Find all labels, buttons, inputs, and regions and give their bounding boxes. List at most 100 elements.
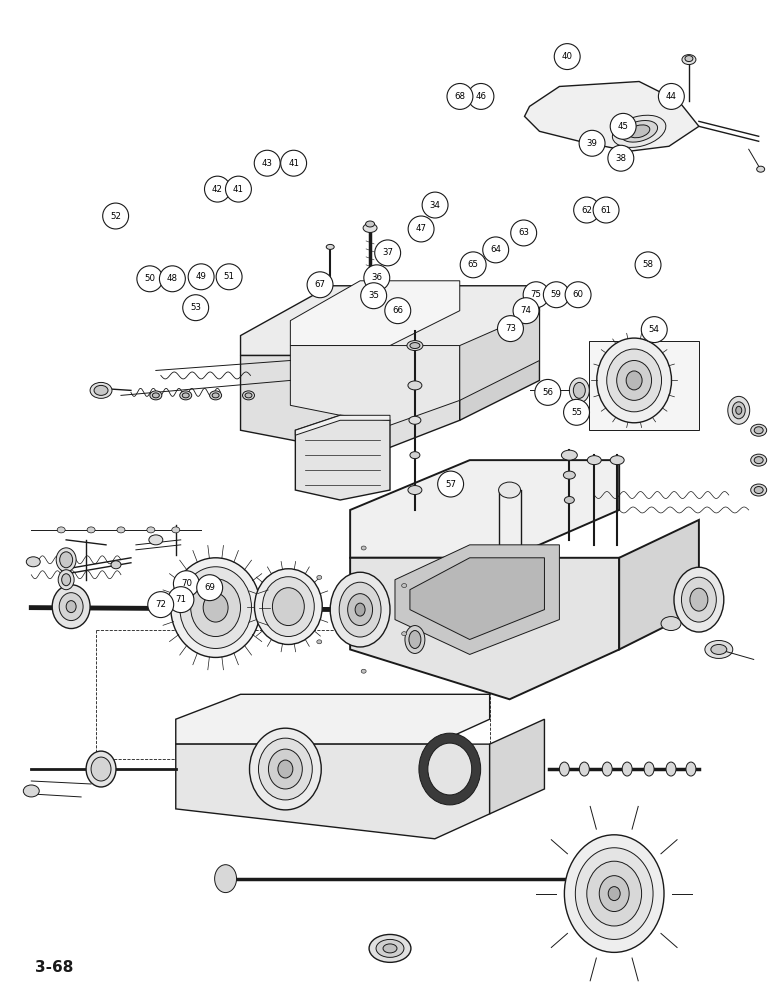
- Ellipse shape: [191, 579, 240, 637]
- Text: 41: 41: [288, 159, 299, 168]
- Ellipse shape: [179, 567, 251, 648]
- Text: 59: 59: [551, 290, 562, 299]
- Ellipse shape: [361, 546, 366, 550]
- Ellipse shape: [602, 762, 612, 776]
- Ellipse shape: [212, 393, 219, 398]
- Ellipse shape: [711, 644, 727, 654]
- Ellipse shape: [317, 575, 322, 579]
- Circle shape: [374, 240, 401, 266]
- Text: 71: 71: [176, 595, 186, 604]
- Ellipse shape: [272, 588, 304, 626]
- Circle shape: [183, 295, 208, 321]
- Circle shape: [579, 130, 605, 156]
- Ellipse shape: [407, 341, 423, 351]
- Circle shape: [564, 399, 590, 425]
- Ellipse shape: [339, 582, 381, 637]
- Polygon shape: [240, 286, 540, 356]
- Ellipse shape: [203, 593, 228, 622]
- Ellipse shape: [612, 115, 666, 147]
- Text: 66: 66: [392, 306, 403, 315]
- Polygon shape: [296, 415, 390, 500]
- Polygon shape: [395, 545, 559, 654]
- Ellipse shape: [62, 574, 71, 586]
- Ellipse shape: [91, 757, 111, 781]
- Ellipse shape: [405, 626, 425, 653]
- Ellipse shape: [666, 762, 676, 776]
- Circle shape: [307, 272, 333, 298]
- Polygon shape: [524, 81, 699, 151]
- Ellipse shape: [369, 934, 411, 962]
- Circle shape: [173, 571, 200, 597]
- Ellipse shape: [57, 527, 66, 533]
- Circle shape: [513, 298, 539, 324]
- Ellipse shape: [728, 396, 750, 424]
- Text: 61: 61: [601, 206, 612, 215]
- Text: 68: 68: [455, 92, 466, 101]
- Circle shape: [216, 264, 242, 290]
- Text: 63: 63: [518, 228, 529, 237]
- Ellipse shape: [179, 391, 192, 400]
- Circle shape: [136, 266, 163, 292]
- Circle shape: [363, 265, 390, 291]
- Polygon shape: [290, 281, 459, 346]
- Ellipse shape: [147, 527, 155, 533]
- Ellipse shape: [750, 484, 767, 496]
- Text: 75: 75: [530, 290, 541, 299]
- Text: 39: 39: [587, 139, 597, 148]
- Circle shape: [468, 83, 494, 109]
- Ellipse shape: [587, 861, 642, 926]
- Ellipse shape: [363, 223, 377, 232]
- Text: 64: 64: [490, 245, 502, 254]
- Text: 62: 62: [581, 206, 592, 215]
- Text: 34: 34: [430, 201, 441, 210]
- Circle shape: [103, 203, 129, 229]
- Circle shape: [635, 252, 661, 278]
- Ellipse shape: [183, 393, 190, 398]
- Ellipse shape: [409, 631, 421, 648]
- Circle shape: [511, 220, 537, 246]
- Ellipse shape: [428, 743, 472, 795]
- Ellipse shape: [599, 876, 629, 912]
- Ellipse shape: [626, 371, 642, 390]
- Circle shape: [483, 237, 509, 263]
- Polygon shape: [296, 415, 390, 435]
- Circle shape: [360, 283, 387, 309]
- Text: 46: 46: [476, 92, 487, 101]
- Ellipse shape: [402, 632, 406, 636]
- Text: 65: 65: [468, 260, 479, 269]
- Ellipse shape: [52, 585, 90, 629]
- Ellipse shape: [608, 887, 620, 901]
- Text: 50: 50: [144, 274, 155, 283]
- Text: 54: 54: [649, 325, 660, 334]
- Ellipse shape: [355, 603, 365, 616]
- Ellipse shape: [59, 593, 83, 621]
- Polygon shape: [350, 558, 619, 699]
- Text: 36: 36: [371, 273, 382, 282]
- Ellipse shape: [409, 416, 421, 424]
- Ellipse shape: [87, 527, 95, 533]
- Polygon shape: [490, 719, 544, 814]
- Text: 51: 51: [224, 272, 235, 281]
- Polygon shape: [350, 460, 619, 558]
- Circle shape: [385, 298, 411, 324]
- Text: 69: 69: [204, 583, 215, 592]
- Ellipse shape: [366, 221, 374, 227]
- Ellipse shape: [330, 572, 390, 647]
- Text: 42: 42: [212, 185, 223, 194]
- Ellipse shape: [90, 382, 112, 398]
- Ellipse shape: [498, 482, 520, 498]
- Circle shape: [535, 379, 561, 405]
- Ellipse shape: [245, 393, 252, 398]
- Ellipse shape: [94, 385, 108, 395]
- Ellipse shape: [111, 561, 121, 569]
- Ellipse shape: [243, 391, 254, 400]
- Ellipse shape: [750, 454, 767, 466]
- Ellipse shape: [215, 865, 236, 893]
- Circle shape: [608, 145, 634, 171]
- Ellipse shape: [27, 557, 41, 567]
- Ellipse shape: [757, 166, 764, 172]
- Circle shape: [281, 150, 307, 176]
- Polygon shape: [176, 744, 490, 839]
- Ellipse shape: [754, 457, 763, 464]
- Ellipse shape: [250, 728, 321, 810]
